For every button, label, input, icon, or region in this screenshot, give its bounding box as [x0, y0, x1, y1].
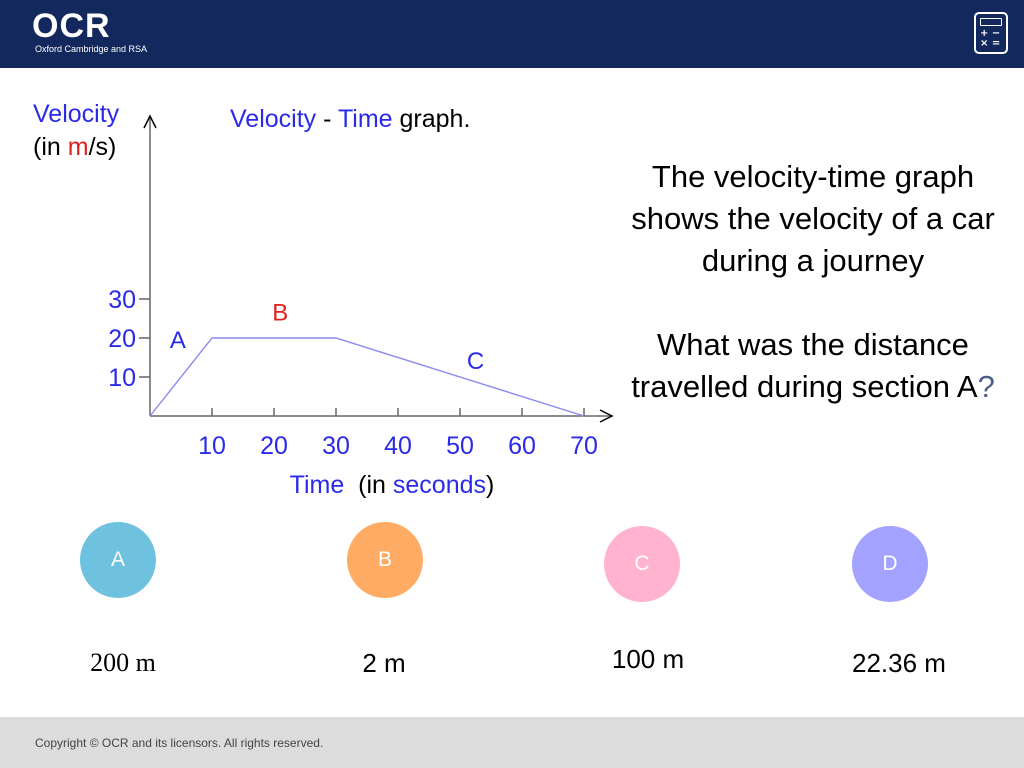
x-axis-label-part-3: ): [486, 471, 494, 499]
option-c-answer: 100 m: [611, 644, 685, 674]
option-b-button[interactable]: B: [347, 522, 423, 598]
chart-title-part-3: graph.: [393, 105, 471, 133]
chart-title: Velocity - Time graph.: [230, 105, 470, 133]
chart-title-part-0: Velocity: [230, 105, 317, 133]
velocity-time-chart: 10 20 30 40 50 60 70 10 20 30 A B C Velocity - Time g…: [33, 100, 614, 499]
logo-text: OCR: [32, 7, 111, 45]
y-axis-label-line2-part-1: m: [68, 133, 89, 161]
calculator-keys: + − × =: [980, 28, 1001, 49]
option-d-answer: 22.36 m: [852, 648, 946, 678]
x-tick-label-60: 60: [508, 432, 536, 460]
x-axis-arrow: [599, 409, 614, 423]
y-axis-label-line2: (in m/s): [33, 133, 116, 161]
y-axis-label-line2-part-2: /s): [89, 133, 117, 161]
y-tick-label-10: 10: [108, 364, 136, 392]
option-b-answer: 2 m: [362, 648, 406, 678]
x-tick-label-10: 10: [198, 432, 226, 460]
question-line-2-text: What was the distance travelled during s…: [631, 327, 978, 404]
chart-title-part-1: -: [316, 105, 338, 133]
calculator-screen: [980, 18, 1002, 26]
option-d-button[interactable]: D: [852, 526, 928, 602]
option-c-button[interactable]: C: [604, 526, 680, 602]
option-a-answer: 200 m: [90, 648, 156, 677]
section-label-b: B: [272, 299, 288, 326]
question-mark: ?: [977, 369, 995, 404]
x-tick-label-70: 70: [570, 432, 598, 460]
question-line-2: What was the distance travelled during s…: [622, 324, 1004, 408]
y-tick-label-30: 30: [108, 286, 136, 314]
option-a-button[interactable]: A: [80, 522, 156, 598]
x-axis-label-part-0: Time: [290, 471, 345, 499]
section-label-a: A: [170, 327, 186, 354]
question-text: The velocity-time graph shows the veloci…: [622, 156, 1004, 408]
x-tick-label-50: 50: [446, 432, 474, 460]
x-axis-label-part-2: seconds: [393, 471, 486, 499]
series-line-0: [149, 337, 585, 417]
y-tick-label-20: 20: [108, 325, 136, 353]
footer-bar: Copyright © OCR and its licensors. All r…: [0, 717, 1024, 768]
x-tick-label-30: 30: [322, 432, 350, 460]
ocr-logo: OCR Oxford Cambridge and RSA: [32, 8, 147, 54]
chart-title-part-2: Time: [338, 105, 393, 133]
y-axis-arrow: [143, 114, 157, 129]
calculator-icon: + − × =: [974, 12, 1008, 54]
copyright-text: Copyright © OCR and its licensors. All r…: [35, 736, 324, 750]
y-axis-label-line2-part-0: (in: [33, 133, 68, 161]
x-axis-label: Time (in seconds): [290, 471, 495, 499]
question-line-1: The velocity-time graph shows the veloci…: [631, 159, 995, 278]
y-axis-label-line1: Velocity: [33, 100, 120, 128]
x-tick-label-20: 20: [260, 432, 288, 460]
x-tick-label-40: 40: [384, 432, 412, 460]
x-axis-label-part-1: (in: [344, 471, 393, 499]
header-bar: OCR Oxford Cambridge and RSA + − × =: [0, 0, 1024, 68]
logo-subtitle: Oxford Cambridge and RSA: [35, 44, 148, 54]
section-label-c: C: [467, 348, 484, 375]
